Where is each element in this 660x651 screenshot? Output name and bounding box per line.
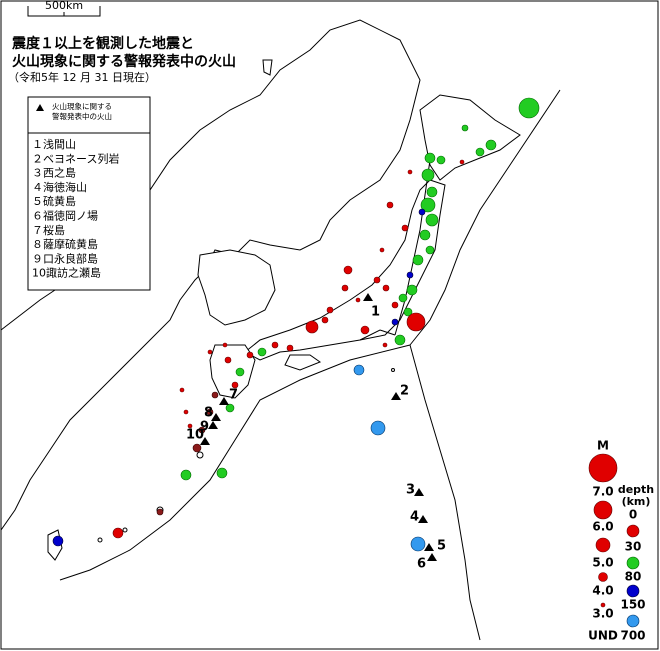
legend-marker — [36, 104, 44, 111]
magnitude-label: 7.0 — [592, 485, 613, 499]
legend-item: ３西之島 — [32, 166, 76, 180]
depth-label: 30 — [625, 540, 642, 554]
magnitude-symbol — [593, 500, 613, 520]
title: 火山現象に関する警報発表中の火山 — [12, 53, 236, 70]
legend-item: ９口永良部島 — [32, 251, 98, 265]
scale-label: 500km — [45, 0, 83, 12]
magnitude-label: 5.0 — [592, 556, 613, 570]
legend-item: ２ベヨネース列岩 — [32, 151, 119, 165]
volcano-label: 3 — [406, 483, 415, 498]
legend-item: ５硫黄島 — [32, 194, 76, 208]
volcano-label: 5 — [437, 539, 446, 554]
magnitude-label: UND — [588, 629, 618, 643]
legend-items: １浅間山２ベヨネース列岩３西之島４海徳海山５硫黄島６福徳岡ノ場７桜島８薩摩硫黄島… — [32, 138, 119, 280]
volcano-label: 6 — [417, 557, 426, 572]
legend-title: 火山現象に関する — [52, 101, 112, 111]
volcano-label: 9 — [200, 420, 209, 435]
legend-item: ４海徳海山 — [32, 180, 87, 194]
plate-boundaries — [59, 89, 561, 641]
volcano-markers — [200, 293, 437, 561]
depth-title: depth — [618, 483, 654, 496]
depth-label: 700 — [620, 629, 645, 643]
volcano-label: 1 — [371, 305, 380, 320]
legend-item: １浅間山 — [32, 138, 76, 151]
volcano-label: 4 — [410, 510, 419, 525]
legend-item: ８薩摩硫黄島 — [32, 237, 98, 251]
magnitude-label: 6.0 — [592, 520, 613, 534]
scale-bar — [27, 6, 101, 17]
coastlines — [0, 19, 521, 561]
depth-label: 0 — [629, 508, 637, 522]
magnitude-label: 3.0 — [592, 607, 613, 621]
magnitude-symbol — [598, 572, 608, 582]
legend-title: 警報発表中の火山 — [52, 111, 112, 121]
legend-item: ６福徳岡ノ場 — [32, 209, 98, 223]
depth-symbol — [626, 584, 640, 598]
earthquakes — [52, 97, 540, 552]
magnitude-symbol — [600, 602, 606, 608]
volcano-label: 8 — [204, 406, 213, 421]
legend-item: 10諏訪之瀬島 — [32, 266, 101, 280]
subtitle: （令和5年 12 月 31 日現在） — [8, 70, 156, 84]
magnitude-symbol — [595, 537, 611, 553]
depth-symbol — [626, 524, 640, 538]
magnitude-symbol — [588, 453, 618, 483]
depth-title: (km) — [622, 495, 651, 508]
depth-symbol — [626, 614, 640, 628]
volcano-label: 7 — [229, 388, 238, 403]
depth-label: 80 — [625, 570, 642, 584]
magnitude-title: M — [597, 439, 609, 453]
depth-symbol — [626, 556, 640, 570]
depth-label: 150 — [620, 598, 645, 612]
volcano-label: 2 — [400, 384, 409, 399]
magnitude-label: 4.0 — [592, 584, 613, 598]
title: 震度１以上を観測した地震と — [11, 35, 194, 52]
legend-item: ７桜島 — [32, 223, 65, 237]
volcano-label: 10 — [186, 428, 204, 443]
volcano-legend — [27, 96, 151, 291]
